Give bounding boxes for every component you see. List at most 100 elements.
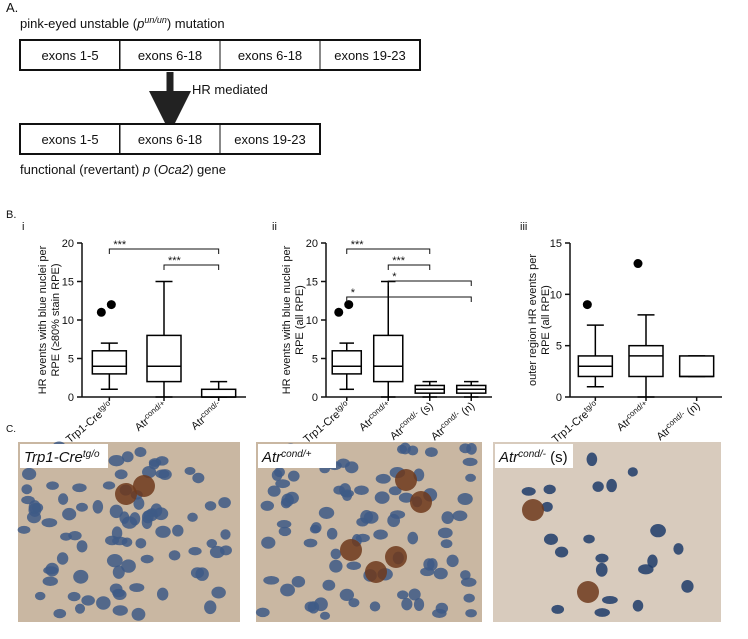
nucleus: [267, 485, 281, 497]
significance-label: ***: [168, 255, 182, 267]
nucleus: [681, 579, 694, 593]
label-sup: cond/+: [624, 398, 649, 421]
label-text: Trp1-Cre: [301, 409, 342, 446]
nucleus: [96, 596, 111, 610]
nucleus: [465, 609, 477, 618]
nucleus: [155, 525, 171, 538]
stained-cell: [577, 581, 599, 603]
nucleus: [602, 595, 618, 605]
nucleus: [62, 507, 77, 521]
nucleus: [131, 607, 146, 621]
box: [628, 344, 664, 378]
nucleus: [397, 590, 409, 600]
exon-label: exons 1-5: [41, 132, 98, 147]
box: [200, 388, 237, 398]
nucleus: [68, 531, 82, 541]
label-text: Trp1-Cre: [550, 409, 591, 446]
significance-bracket: [387, 280, 472, 286]
label-sup: cond/+: [366, 398, 391, 421]
y-tick-label: 20: [306, 238, 318, 250]
nucleus: [398, 492, 414, 503]
nucleus: [304, 601, 317, 612]
nucleus: [314, 597, 328, 612]
nucleus: [155, 469, 170, 479]
nucleus: [34, 591, 46, 601]
nucleus: [446, 554, 459, 568]
nucleus: [322, 579, 336, 591]
category-label: Trp1-Cretg/o: [548, 398, 601, 446]
nucleus: [348, 598, 360, 608]
exon-label: exons 19-23: [334, 48, 406, 63]
nucleus: [112, 536, 128, 546]
exon-label: exons 6-18: [138, 48, 202, 63]
y-tick-label: 10: [550, 289, 562, 301]
nucleus: [58, 493, 69, 505]
nucleus: [140, 554, 154, 564]
nucleus: [594, 608, 610, 617]
panel-a: A. pink-eyed unstable (pun/un) mutation …: [6, 0, 421, 177]
nucleus: [187, 512, 198, 522]
nucleus: [586, 452, 598, 467]
outlier: [344, 300, 354, 310]
nucleus: [276, 519, 292, 529]
nucleus: [543, 484, 556, 495]
category-label: Atrcond/-: [187, 398, 224, 433]
label-sup: cond/+: [142, 398, 167, 421]
nucleus: [541, 501, 553, 512]
nucleus: [135, 538, 147, 549]
nucleus: [309, 524, 321, 534]
nucleus: [150, 503, 163, 518]
nucleus: [261, 536, 276, 549]
nucleus: [46, 481, 59, 490]
label-sup: cond/-: [518, 449, 546, 460]
label-sup: cond/-: [198, 398, 221, 419]
nucleus: [632, 599, 644, 612]
significance-bracket: [108, 248, 220, 254]
nucleus: [206, 539, 218, 548]
label-sup: cond/+: [281, 449, 311, 460]
category-label: Atrcond/- (s): [386, 398, 435, 443]
label-box: [20, 444, 108, 468]
nucleus: [21, 484, 33, 495]
nucleus: [465, 473, 476, 482]
text: functional (revertant): [20, 162, 143, 177]
nucleus: [326, 527, 338, 540]
row-frame: [19, 123, 321, 155]
nucleus: [255, 607, 270, 618]
y-tick-label: 10: [62, 315, 74, 327]
box-chart: iii outer region HR events per RPE (all RP…: [520, 221, 722, 446]
nucleus: [121, 559, 136, 573]
panel-number: ii: [272, 221, 277, 233]
category-label: Trp1-Cretg/o: [24, 449, 100, 467]
nucleus: [638, 564, 654, 575]
y-tick-label: 5: [312, 354, 318, 366]
nucleus: [408, 588, 421, 601]
text: un/un: [144, 15, 167, 25]
nucleus: [374, 491, 390, 504]
caption: functional (revertant) p (Oca2) gene: [20, 162, 226, 177]
box-chart: ii HR events with blue nuclei per RPE (all…: [272, 221, 492, 446]
nucleus: [188, 547, 202, 556]
category-label: Atrcond/+: [131, 398, 170, 434]
text: p: [142, 162, 150, 177]
nucleus: [121, 516, 138, 529]
panel-label: C.: [6, 424, 16, 435]
y-tick-label: 15: [306, 277, 318, 289]
nucleus: [112, 588, 125, 598]
y-tick-label: 15: [550, 238, 562, 250]
nucleus: [441, 511, 454, 524]
nucleus: [373, 529, 388, 540]
stained-cell: [133, 475, 155, 497]
nucleus: [121, 451, 134, 463]
panel-a-title: pink-eyed unstable (pun/un) mutation: [20, 15, 225, 31]
nucleus: [452, 510, 468, 522]
exon-row: exons 1-5 exons 6-18 exons 6-18 exons 19-23: [19, 39, 421, 71]
nucleus: [92, 500, 104, 514]
nucleus: [303, 538, 318, 548]
nucleus: [260, 500, 275, 511]
y-tick-label: 0: [556, 392, 562, 404]
panel-b: B. iHR events with blue nuclei per RPE (≥…: [6, 209, 722, 446]
nucleus: [340, 489, 354, 498]
nucleus: [339, 588, 355, 602]
box: [678, 355, 715, 378]
